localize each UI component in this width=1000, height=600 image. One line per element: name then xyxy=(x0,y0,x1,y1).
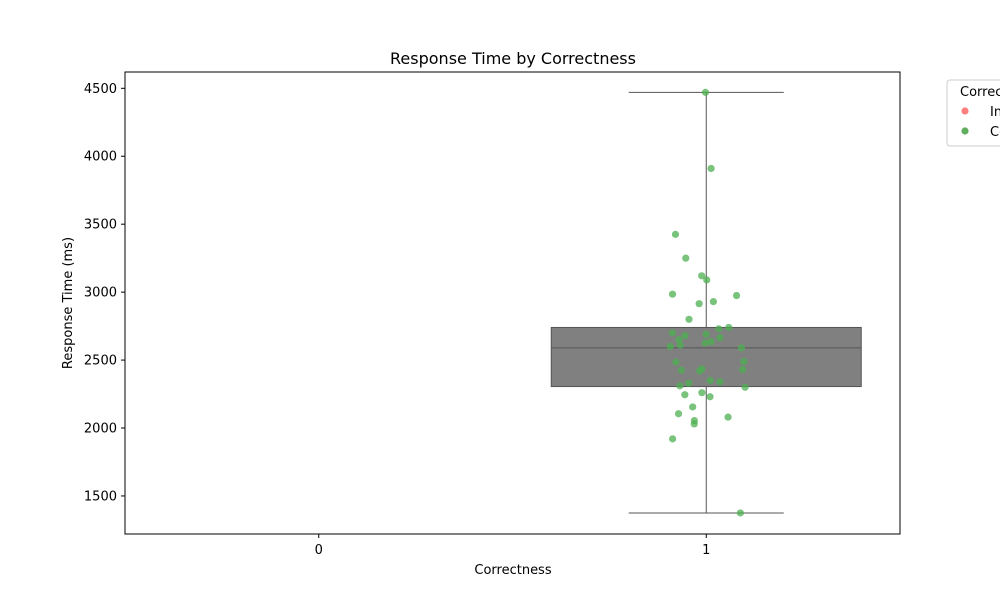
data-point xyxy=(698,272,706,280)
data-point xyxy=(690,420,698,428)
y-axis-label: Response Time (ms) xyxy=(61,237,76,369)
legend-label: Correct xyxy=(990,125,1000,140)
legend-marker xyxy=(961,127,969,135)
y-tick-label: 4500 xyxy=(84,82,117,97)
y-tick-label: 4000 xyxy=(84,150,117,165)
data-point xyxy=(706,393,714,401)
data-point xyxy=(737,344,745,352)
data-point xyxy=(715,325,723,333)
data-point xyxy=(676,382,684,390)
data-point xyxy=(677,366,685,374)
data-point xyxy=(668,329,676,337)
data-point xyxy=(701,88,710,96)
legend-box xyxy=(946,79,1000,147)
y-axis: 1500 2000 2500 3000 3500 4000 4500 xyxy=(84,82,125,504)
data-point xyxy=(685,315,693,323)
data-point xyxy=(672,358,680,366)
data-point xyxy=(706,376,714,385)
data-point xyxy=(685,379,693,387)
data-point xyxy=(675,336,683,344)
x-tick-label: 0 xyxy=(315,543,323,558)
data-point xyxy=(707,164,715,173)
data-point xyxy=(707,338,715,346)
data-point xyxy=(701,339,709,347)
data-point xyxy=(681,332,689,340)
data-point xyxy=(674,410,683,418)
legend: Correctness Incorrect Correct xyxy=(946,79,1000,147)
data-point xyxy=(696,367,704,375)
data-point xyxy=(681,391,689,399)
data-point xyxy=(741,383,749,391)
y-tick-label: 3500 xyxy=(84,218,117,233)
data-point xyxy=(698,389,706,397)
plot-area xyxy=(550,88,862,517)
data-point xyxy=(682,254,690,262)
legend-title: Correctness xyxy=(960,85,1000,100)
legend-marker xyxy=(961,107,969,115)
data-point xyxy=(676,341,684,349)
chart-title: Response Time by Correctness xyxy=(390,49,636,68)
data-point xyxy=(724,413,732,421)
data-point xyxy=(689,403,697,411)
data-point xyxy=(716,378,724,386)
y-tick-label: 1500 xyxy=(84,489,117,504)
data-point xyxy=(739,365,747,374)
y-tick-label: 2000 xyxy=(84,422,117,437)
data-point xyxy=(725,323,733,332)
data-point xyxy=(736,509,744,517)
data-point xyxy=(666,342,674,351)
data-point xyxy=(671,230,680,238)
legend-label: Incorrect xyxy=(990,105,1000,120)
y-tick-label: 3000 xyxy=(84,286,117,301)
data-point xyxy=(709,298,718,306)
data-point xyxy=(732,291,741,300)
data-point xyxy=(695,300,703,308)
data-point xyxy=(740,357,748,366)
data-point xyxy=(669,435,677,443)
y-tick-label: 2500 xyxy=(84,354,117,369)
x-tick-label: 1 xyxy=(702,543,710,558)
x-axis-label: Correctness xyxy=(474,563,551,578)
data-point xyxy=(703,276,711,284)
data-point xyxy=(716,334,724,342)
data-point xyxy=(702,330,710,338)
plot-frame xyxy=(124,71,901,535)
data-point xyxy=(668,290,677,298)
